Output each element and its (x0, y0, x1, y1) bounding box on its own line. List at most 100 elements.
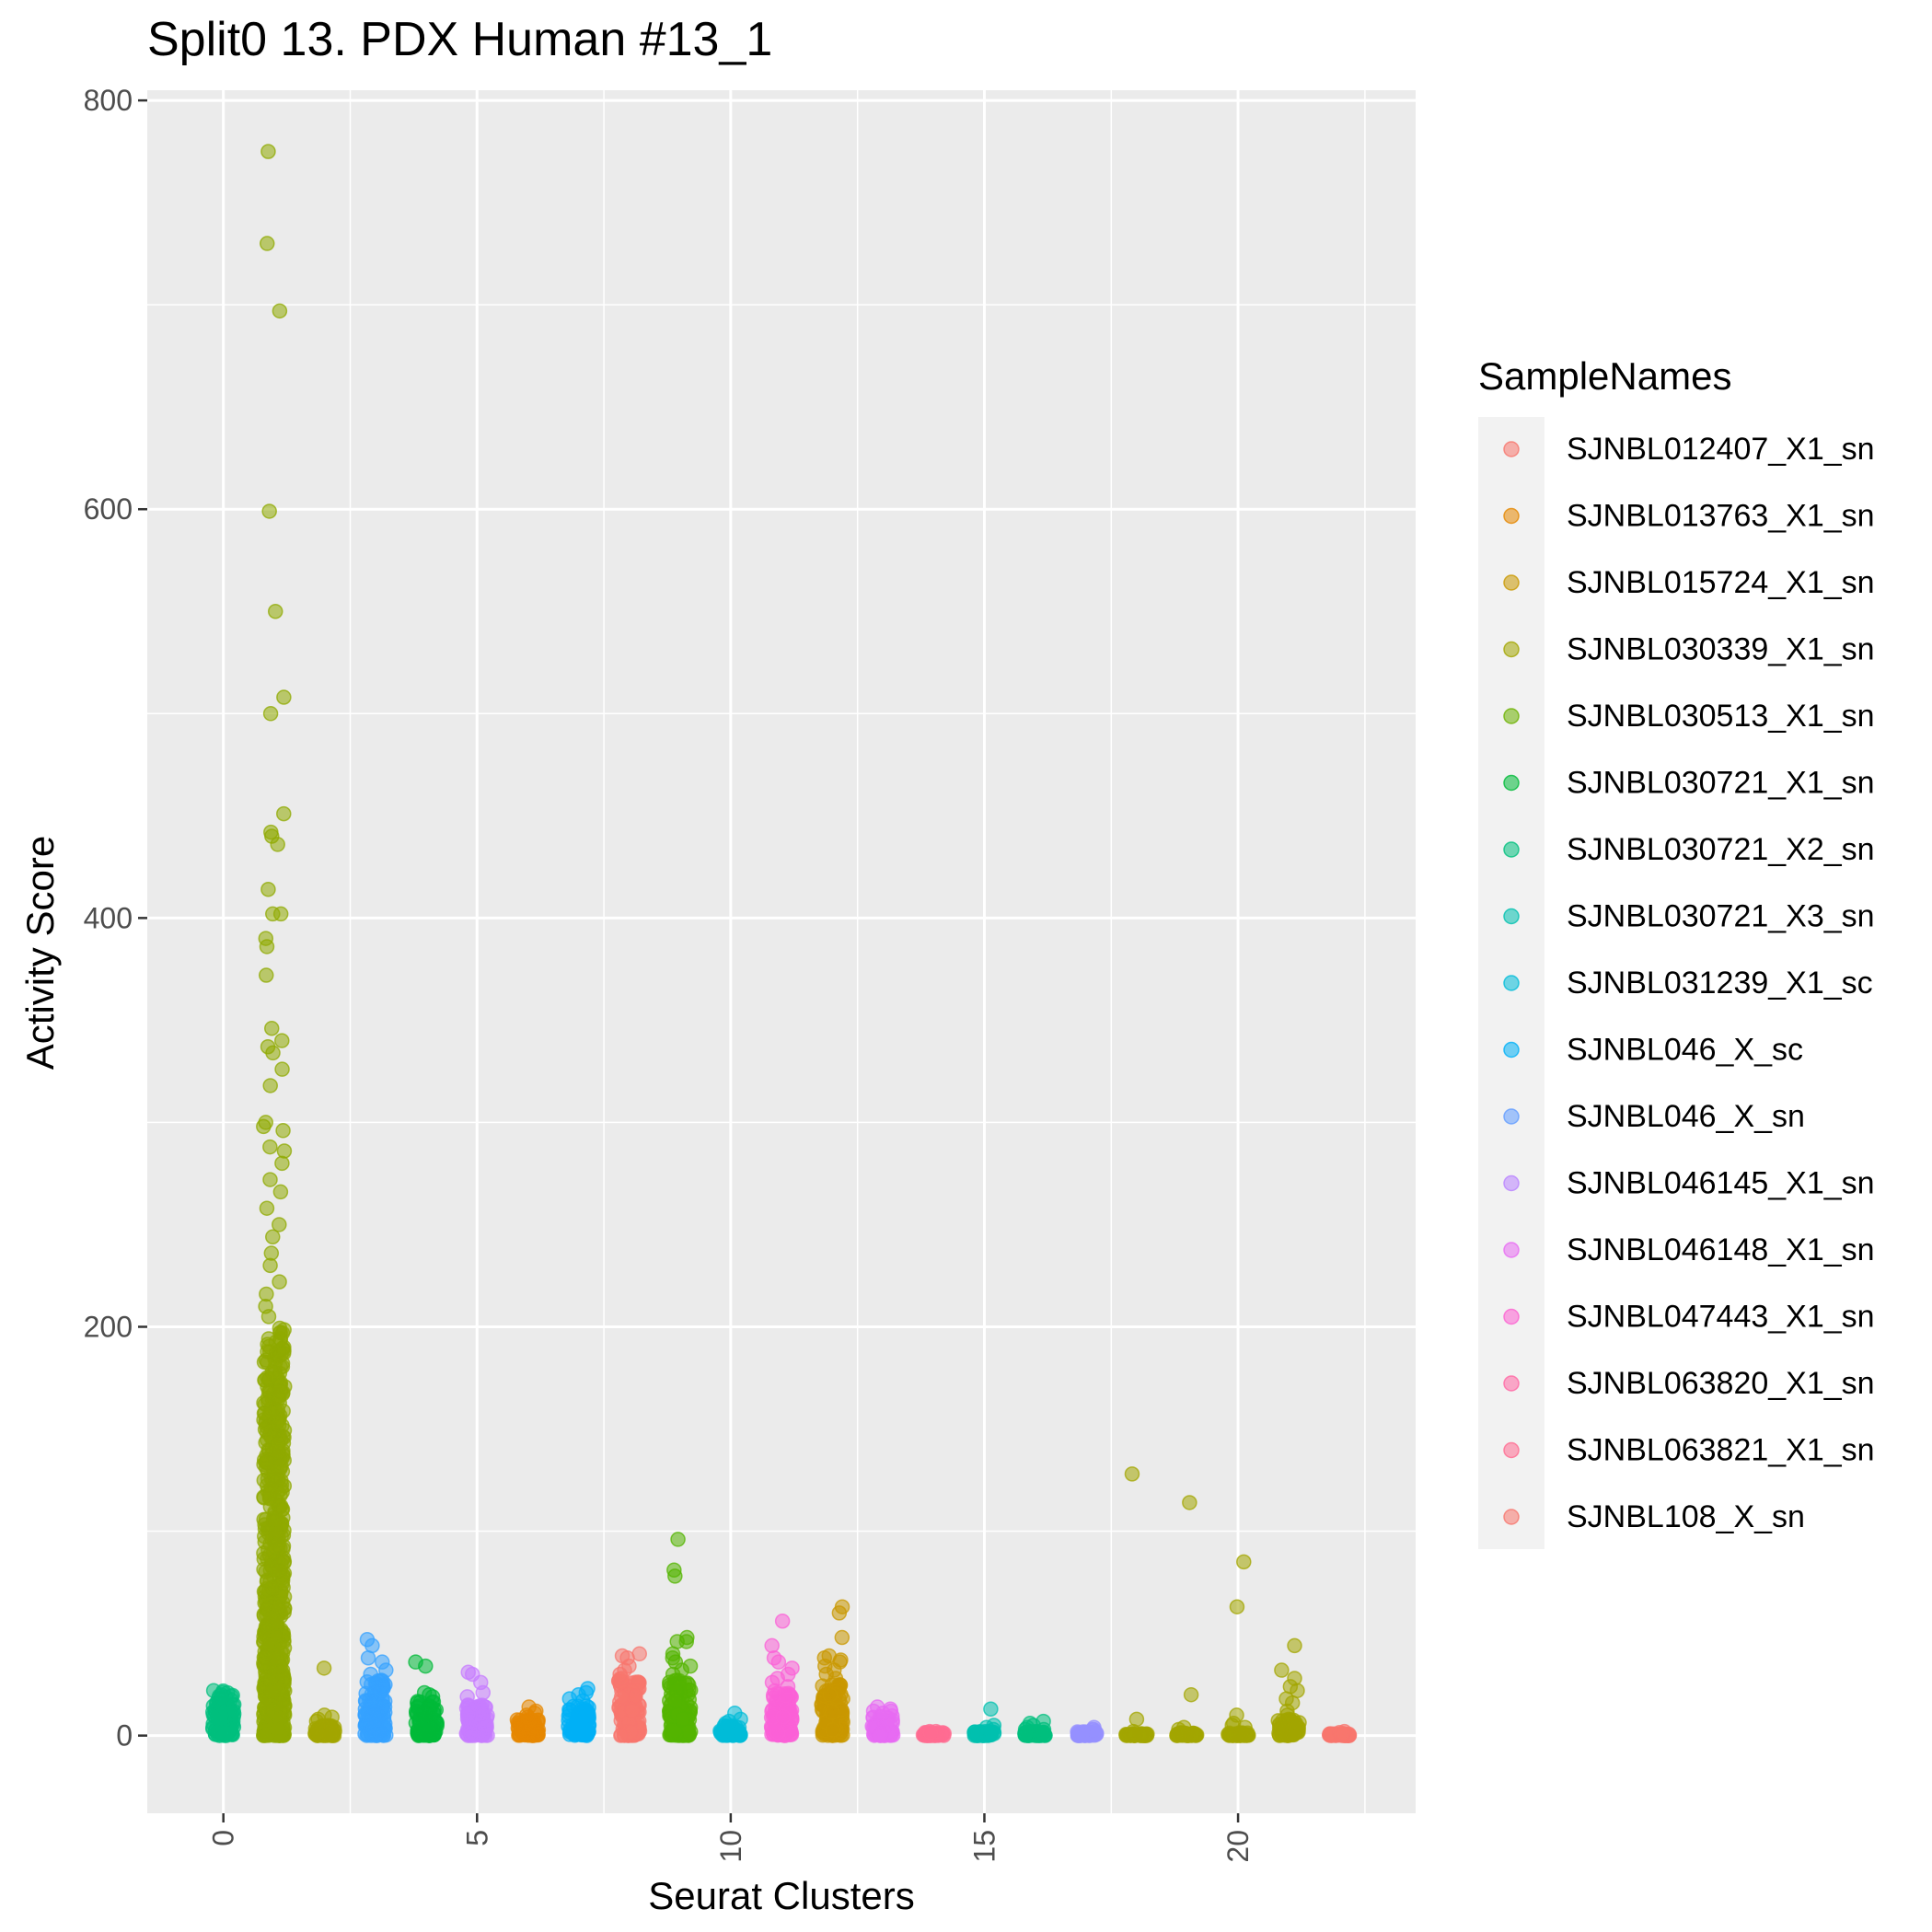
grid-major (147, 90, 1416, 1813)
data-point (262, 1139, 278, 1155)
x-tick-label: 10 (714, 1830, 747, 1863)
data-point (874, 1705, 891, 1721)
data-point (276, 1589, 293, 1605)
data-point (272, 1184, 289, 1200)
data-point (267, 1538, 283, 1555)
data-point (260, 1331, 277, 1347)
data-point (274, 1061, 290, 1077)
data-point (261, 503, 277, 519)
data-point (1086, 1721, 1102, 1738)
legend-label: SJNBL063821_X1_sn (1567, 1433, 1875, 1468)
legend-label: SJNBL047443_X1_sn (1567, 1300, 1875, 1335)
data-point (718, 1716, 734, 1731)
data-point (1124, 1466, 1140, 1482)
data-point (774, 1614, 791, 1629)
data-point (986, 1721, 1001, 1738)
data-point (276, 1143, 293, 1159)
data-point (256, 1655, 272, 1672)
x-tick-label: 20 (1221, 1830, 1255, 1863)
data-point (275, 1123, 291, 1139)
data-point (214, 1711, 229, 1728)
data-point (1224, 1718, 1240, 1733)
data-point (360, 1649, 376, 1666)
data-point (834, 1629, 850, 1646)
legend-key (1503, 1375, 1520, 1392)
data-point (272, 303, 288, 319)
data-point (260, 1637, 277, 1653)
legend-key (1503, 774, 1520, 792)
legend-key (1503, 975, 1520, 991)
data-point (259, 1574, 275, 1590)
data-point (666, 1723, 682, 1740)
data-point (263, 1683, 280, 1699)
data-point (574, 1693, 591, 1709)
legend-item: SJNBL012407_X1_sn (1503, 432, 1875, 467)
data-point (783, 1727, 800, 1742)
legend-key (1503, 1041, 1520, 1059)
legend-label: SJNBL012407_X1_sn (1567, 432, 1875, 467)
data-point (476, 1708, 492, 1724)
data-point (270, 1650, 285, 1667)
legend-key (1503, 1509, 1520, 1525)
data-point (524, 1728, 540, 1743)
data-point (780, 1679, 796, 1695)
data-point (824, 1705, 840, 1720)
data-point (628, 1688, 643, 1704)
legend-key (1503, 1242, 1520, 1258)
data-point (1183, 1686, 1199, 1703)
data-point (262, 1078, 278, 1093)
data-point (269, 1614, 284, 1631)
data-point (1125, 1723, 1141, 1740)
data-point (269, 1721, 285, 1737)
data-point (324, 1709, 340, 1725)
data-point (665, 1666, 681, 1683)
legend-item: SJNBL030721_X1_sn (1503, 766, 1875, 801)
legend-key (1503, 1108, 1520, 1125)
legend-label: SJNBL030339_X1_sn (1567, 632, 1875, 667)
data-point (475, 1684, 492, 1701)
data-point (561, 1691, 578, 1706)
legend-label: SJNBL046_X_sc (1567, 1033, 1803, 1068)
data-point (827, 1671, 844, 1686)
legend-item: SJNBL030339_X1_sn (1503, 632, 1875, 667)
data-point (265, 1045, 281, 1061)
data-point (259, 967, 274, 983)
data-point (624, 1703, 641, 1718)
data-point (983, 1701, 999, 1717)
data-point (275, 1345, 292, 1361)
legend-item: SJNBL030513_X1_sn (1503, 699, 1875, 734)
legend-label: SJNBL031239_X1_sc (1567, 966, 1873, 1001)
data-point (262, 1172, 278, 1187)
legend-label: SJNBL046_X_sn (1567, 1099, 1805, 1134)
data-point (276, 1322, 292, 1337)
data-point (825, 1722, 840, 1738)
grid-minor (147, 90, 1416, 1813)
y-tick-label: 400 (84, 901, 133, 934)
legend-item: SJNBL063820_X1_sn (1503, 1366, 1875, 1401)
data-point (260, 144, 276, 159)
legend-key (1503, 641, 1520, 658)
data-point (667, 1693, 683, 1709)
data-point (422, 1720, 438, 1736)
data-point (683, 1683, 699, 1698)
legend-item: SJNBL108_X_sn (1503, 1499, 1805, 1534)
data-point (612, 1666, 628, 1683)
data-point (1229, 1599, 1245, 1614)
data-point (265, 906, 281, 922)
data-point (424, 1689, 441, 1705)
legend-item: SJNBL046_X_sn (1503, 1099, 1805, 1134)
data-point (872, 1728, 888, 1743)
data-point (272, 1217, 287, 1232)
plot-panel (147, 90, 1416, 1813)
x-tick-label: 15 (967, 1830, 1001, 1863)
legend-key (1503, 1308, 1520, 1325)
legend-label: SJNBL030513_X1_sn (1567, 699, 1875, 734)
legend-label: SJNBL108_X_sn (1567, 1499, 1805, 1534)
data-point (274, 1033, 290, 1048)
x-axis-title: Seurat Clusters (648, 1874, 914, 1917)
x-tick-label: 5 (460, 1830, 493, 1846)
legend-item: SJNBL030721_X2_sn (1503, 832, 1875, 867)
data-point (459, 1689, 475, 1705)
data-point (226, 1703, 241, 1719)
data-point (373, 1684, 388, 1700)
